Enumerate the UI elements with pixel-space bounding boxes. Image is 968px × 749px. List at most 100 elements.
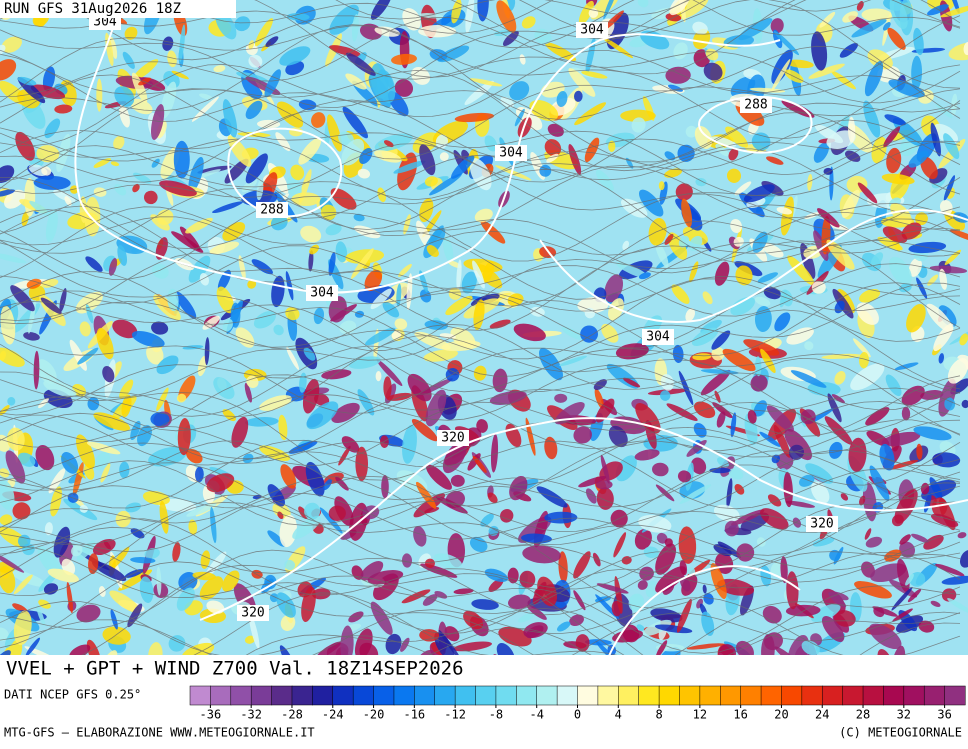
- vvel-cell: [469, 158, 492, 191]
- vvel-cell: [871, 136, 887, 164]
- colorbar-tick-label: 8: [655, 708, 662, 722]
- vvel-cell: [398, 263, 412, 277]
- vvel-cell: [171, 231, 204, 253]
- vvel-cell: [473, 299, 485, 331]
- colorbar-swatch: [332, 685, 354, 706]
- streamline: [0, 15, 961, 120]
- vvel-cell: [245, 100, 263, 120]
- vvel-cell: [413, 526, 427, 547]
- vvel-cell: [811, 603, 841, 623]
- vvel-cell: [873, 606, 885, 618]
- colorbar: -36 -32 -28 -24 -20 -16 -12 -8 -4 0 4 8 12 16 20 24 28 32…: [189, 685, 966, 722]
- vvel-cell: [45, 209, 58, 243]
- contour-label: 304: [310, 286, 334, 301]
- streamline: [0, 471, 961, 546]
- vvel-cell: [930, 513, 959, 528]
- vvel-cell: [357, 389, 375, 416]
- vvel-cell: [474, 208, 493, 223]
- vvel-cell: [622, 624, 640, 643]
- colorbar-swatch: [230, 685, 252, 706]
- streamline: [46, 0, 961, 61]
- vvel-cell: [938, 305, 957, 327]
- colorbar-swatch: [740, 685, 762, 706]
- vvel-cell: [424, 320, 449, 330]
- vvel-cell: [452, 641, 493, 652]
- vvel-cell: [602, 36, 634, 59]
- vvel-cell: [490, 434, 499, 473]
- vvel-cell: [425, 558, 435, 569]
- vvel-cell: [848, 437, 867, 472]
- vvel-cell: [771, 58, 791, 92]
- vvel-cell: [752, 231, 768, 253]
- vvel-cell: [370, 601, 393, 635]
- vvel-cell: [177, 418, 191, 456]
- streamline: [0, 45, 961, 160]
- vvel-cell: [64, 196, 72, 206]
- vvel-cell: [685, 308, 696, 322]
- colorbar-swatch: [210, 685, 232, 706]
- vvel-cell: [639, 189, 664, 217]
- vvel-cell: [584, 137, 600, 163]
- streamline: [0, 460, 961, 533]
- colorbar-swatch: [250, 685, 273, 706]
- vvel-cell: [574, 102, 607, 126]
- colorbar-swatch: [454, 685, 477, 706]
- vvel-cell: [197, 165, 232, 174]
- colorbar-tick-label: -8: [489, 708, 503, 722]
- vvel-cell: [771, 454, 780, 464]
- vvel-cell: [199, 576, 224, 600]
- vvel-cell: [36, 359, 57, 385]
- vvel-cell: [645, 580, 658, 598]
- vvel-cell: [693, 422, 707, 438]
- streamline: [0, 188, 961, 274]
- vvel-cell: [132, 183, 140, 193]
- vvel-cell: [940, 4, 968, 18]
- vvel-cell: [722, 348, 756, 372]
- gpt-contours: [74, 0, 968, 683]
- streamline: [52, 0, 961, 78]
- vvel-cell: [887, 27, 906, 50]
- vvel-cell: [291, 192, 321, 206]
- vvel-cell: [869, 623, 902, 650]
- vvel-cell: [137, 425, 152, 447]
- vvel-cell: [54, 104, 73, 114]
- vvel-cell: [507, 293, 524, 307]
- vvel-cell: [488, 578, 504, 592]
- vvel-cell: [79, 321, 91, 337]
- vvel-cell: [473, 365, 487, 381]
- vvel-cell: [939, 268, 948, 290]
- streamline: [0, 275, 961, 350]
- vvel-cell: [596, 583, 629, 594]
- colorbar-swatch: [373, 685, 395, 706]
- vvel-cell: [569, 614, 584, 627]
- vvel-cell: [472, 455, 487, 473]
- vvel-cell: [577, 297, 609, 314]
- vvel-cell: [784, 428, 813, 461]
- vvel-cell: [119, 379, 134, 399]
- vvel-cell: [692, 21, 708, 35]
- colorbar-swatch: [536, 685, 558, 706]
- colorbar-swatch: [720, 685, 742, 706]
- vvel-cell: [130, 420, 141, 440]
- vvel-cell: [36, 605, 45, 626]
- vvel-cell: [30, 84, 66, 100]
- vvel-cell: [891, 587, 913, 611]
- streamline: [0, 24, 961, 140]
- vvel-cell: [622, 240, 630, 251]
- vvel-cell: [568, 68, 596, 97]
- vvel-cell: [726, 168, 742, 183]
- vvel-cell: [108, 258, 118, 276]
- vvel-cell: [943, 175, 956, 201]
- streamline: [0, 607, 898, 683]
- vvel-cell: [526, 604, 547, 620]
- vvel-cell: [959, 549, 968, 568]
- vvel-cell: [634, 528, 652, 550]
- vvel-cell: [831, 394, 845, 404]
- title-band: [0, 655, 968, 683]
- colorbar-tick-label: 32: [897, 708, 911, 722]
- vvel-cell: [381, 475, 389, 499]
- vvel-cell: [728, 148, 739, 161]
- vvel-cell: [376, 69, 396, 104]
- streamline: [0, 357, 961, 481]
- vvel-cell: [484, 135, 498, 152]
